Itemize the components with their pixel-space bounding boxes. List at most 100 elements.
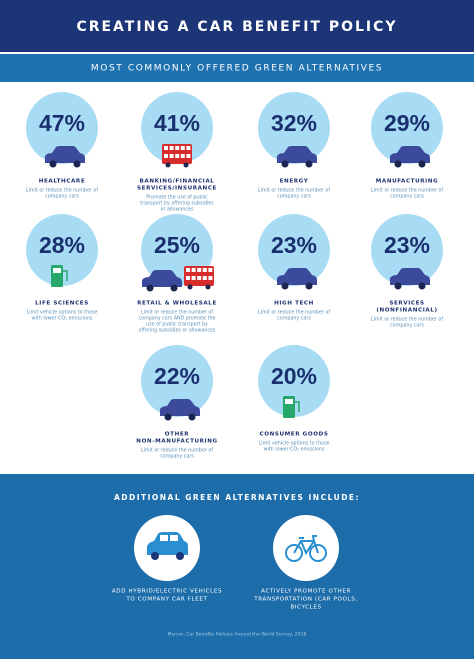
category-label: RETAIL & WHOLESALE: [137, 301, 217, 307]
percent-circle: [371, 214, 443, 286]
source: Mercer, Car Benefits Policies Around the…: [168, 632, 307, 638]
car-body: [390, 268, 430, 285]
wheel: [394, 282, 402, 290]
car-body: [390, 146, 430, 163]
header-band: [0, 0, 474, 52]
description: company cars: [390, 323, 424, 329]
category-label: (NONFINANCIAL): [376, 308, 437, 314]
category-label: CONSUMER GOODS: [260, 432, 329, 438]
description: Limit or reduce the number of: [371, 317, 443, 323]
pump-hose: [63, 270, 68, 281]
car-icon: [45, 146, 85, 168]
description: transport by offering subsidies: [140, 201, 214, 207]
bus-window: [186, 154, 191, 158]
percent-circle: [141, 345, 213, 417]
category-label: HEALTHCARE: [39, 179, 86, 185]
wheel: [183, 162, 189, 168]
description: company cars: [45, 194, 79, 200]
bus-window: [202, 276, 207, 280]
percent-circle: [371, 92, 443, 164]
caption: TRANSPORTATION (CAR POOLS,: [253, 597, 358, 603]
bus-window: [169, 154, 174, 158]
pump-hose: [295, 401, 300, 412]
caption: BICYCLES: [290, 605, 321, 611]
percent: 41%: [154, 110, 200, 136]
percent: 20%: [271, 363, 317, 389]
category-label: ENERGY: [280, 179, 309, 185]
wheel: [73, 160, 81, 168]
description: or allowances: [161, 207, 194, 213]
category-label: OTHER: [165, 432, 189, 438]
description: company cars: [277, 194, 311, 200]
description: company cars: [390, 194, 424, 200]
bus-window: [164, 154, 168, 158]
car-icon: [277, 268, 317, 290]
percent: 29%: [384, 110, 430, 136]
bus-window: [186, 146, 191, 150]
car-icon: [142, 270, 182, 292]
bus-icon: [184, 266, 214, 290]
bus-icon: [162, 144, 192, 168]
caption: ACTIVELY PROMOTE OTHER: [261, 589, 351, 595]
percent-circle: [26, 92, 98, 164]
description: company cars AND promote the: [139, 316, 216, 322]
description: Limit or reduce the number of: [371, 188, 443, 194]
description: Limit vehicle options to those: [259, 441, 330, 447]
car-body: [277, 268, 317, 285]
description: Limit or reduce the number of: [258, 188, 330, 194]
bus-window: [180, 154, 185, 158]
bus-window: [175, 146, 180, 150]
bus-window: [208, 268, 213, 272]
percent: 22%: [154, 363, 200, 389]
category-label: HIGH TECH: [274, 301, 314, 307]
icon-circle: [273, 515, 339, 581]
bus-window: [208, 276, 213, 280]
wheel: [170, 284, 178, 292]
wheel: [165, 162, 171, 168]
description: Promote the use of public: [146, 195, 208, 201]
wheel: [394, 160, 402, 168]
subtitle: MOST COMMONLY OFFERED GREEN ALTERNATIVES: [91, 64, 383, 74]
category-label: MANUFACTURING: [376, 179, 439, 185]
bus-window: [169, 146, 174, 150]
wheel: [146, 284, 154, 292]
percent: 32%: [271, 110, 317, 136]
bus-window: [197, 268, 202, 272]
wheel: [305, 282, 313, 290]
percent-circle: [258, 345, 330, 417]
description: company cars: [277, 316, 311, 322]
category-label: SERVICES/INSURANCE: [137, 186, 217, 192]
wheel: [187, 284, 193, 290]
wheel: [418, 282, 426, 290]
category-label: BANKING/FINANCIAL: [140, 179, 215, 185]
percent: 28%: [39, 232, 85, 258]
pump-window: [285, 399, 293, 404]
bus-window: [186, 268, 190, 272]
description: with lower CO₂ emissions: [264, 447, 325, 453]
fuel-pump-icon: [51, 265, 68, 287]
bicycle-icon: [285, 535, 327, 562]
subheader-band: [0, 54, 474, 82]
percent-circle: [258, 214, 330, 286]
car-icon: [160, 399, 200, 421]
pump-window: [53, 268, 61, 273]
wheel: [281, 160, 289, 168]
wheel: [281, 282, 289, 290]
title: CREATING A CAR BENEFIT POLICY: [76, 19, 397, 35]
car-body: [160, 399, 200, 416]
wheel: [49, 160, 57, 168]
description: Limit vehicle options to those: [27, 310, 98, 316]
description: offering subsidies or allowances: [139, 328, 216, 334]
car-body: [142, 270, 182, 287]
wheel: [164, 413, 172, 421]
description: Limit or reduce the number of: [141, 448, 213, 454]
category-label: SERVICES: [389, 301, 424, 307]
category-label: LIFE SCIENCES: [35, 301, 89, 307]
fuel-pump-icon: [283, 396, 300, 418]
car-icon: [277, 146, 317, 168]
bus-window: [175, 154, 180, 158]
car-icon: [390, 268, 430, 290]
category-label: NON-MANUFACTURING: [136, 439, 217, 445]
wheel: [205, 284, 211, 290]
description: with lower CO₂ emissions: [32, 316, 93, 322]
